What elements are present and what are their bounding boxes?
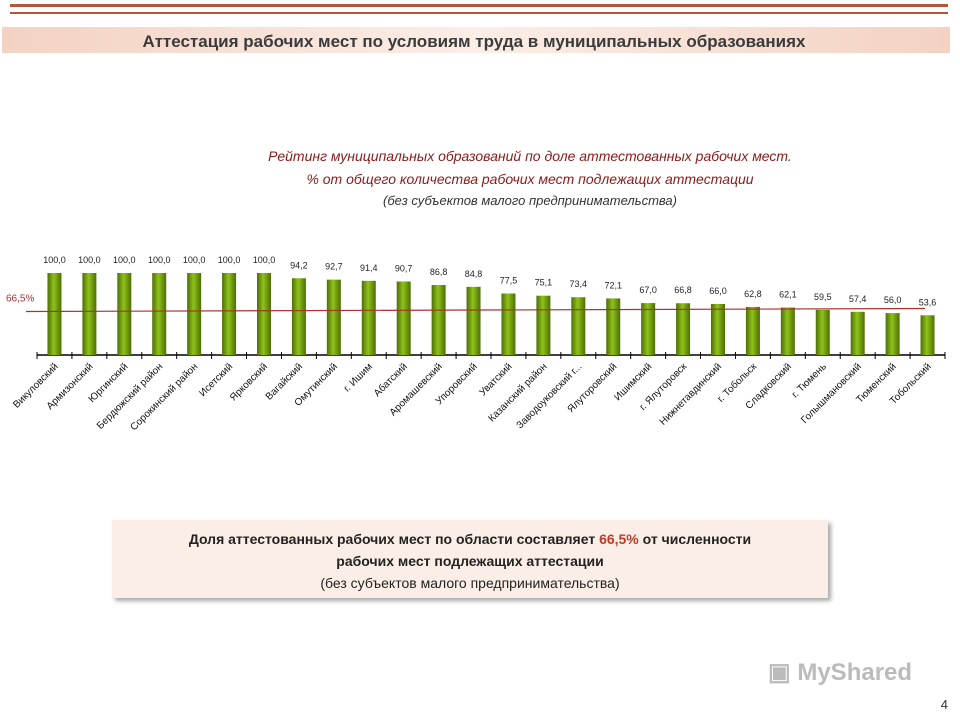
data-label: 75,1 — [535, 278, 553, 288]
data-label: 100,0 — [148, 255, 171, 265]
top-rule-2 — [10, 12, 948, 14]
bar — [187, 273, 202, 355]
bar — [641, 303, 656, 355]
reference-line-label: 66,5% — [6, 294, 34, 305]
x-tick-label: Голышмановский — [799, 361, 864, 426]
data-label: 100,0 — [78, 255, 101, 265]
data-label: 84,8 — [465, 269, 483, 279]
note-line2: рабочих мест подлежащих аттестации — [336, 553, 604, 569]
note-value: 66,5% — [599, 531, 639, 547]
bar — [396, 281, 411, 355]
x-tick-label: Заводоуковский г... — [515, 361, 585, 431]
data-label: 100,0 — [218, 255, 241, 265]
data-label: 100,0 — [43, 255, 66, 265]
data-label: 57,4 — [849, 294, 867, 304]
note-pre: Доля аттестованных рабочих мест по облас… — [188, 531, 600, 547]
data-label: 62,1 — [779, 290, 797, 300]
bar — [815, 309, 830, 355]
x-tick-label: г. Ишим — [342, 361, 375, 394]
data-label: 62,8 — [744, 289, 762, 299]
bar — [47, 273, 62, 355]
top-rule — [10, 4, 948, 7]
summary-note: Доля аттестованных рабочих мест по облас… — [112, 520, 828, 598]
bar — [117, 273, 132, 355]
note-post: от численности — [638, 531, 752, 547]
chart-title: Рейтинг муниципальных образований по дол… — [268, 148, 792, 164]
data-label: 100,0 — [253, 255, 276, 265]
data-label: 90,7 — [395, 263, 413, 273]
bar — [745, 306, 760, 355]
bar — [850, 311, 865, 355]
bar — [152, 273, 167, 355]
note-line3: (без субъектов малого предпринимательств… — [320, 575, 620, 591]
data-label: 72,1 — [604, 280, 622, 290]
bar — [780, 307, 795, 355]
bar-chart: 100,0Викуловский100,0Армизонский100,0Юрг… — [6, 255, 946, 433]
data-label: 100,0 — [183, 255, 206, 265]
logo: ▣ MyShared — [768, 659, 913, 686]
data-label: 94,2 — [290, 260, 308, 270]
bar — [501, 293, 516, 355]
page-number: 4 — [940, 697, 948, 712]
page-title: Аттестация рабочих мест по условиям труд… — [142, 32, 806, 51]
data-label: 73,4 — [570, 279, 588, 289]
bar — [431, 285, 446, 355]
data-label: 53,6 — [919, 297, 937, 307]
x-tick-label: Нижнетавдинский — [658, 361, 724, 427]
data-label: 66,0 — [709, 286, 727, 296]
x-tick-label: Сорокинский район — [128, 361, 200, 433]
bar — [536, 295, 551, 355]
data-label: 59,5 — [814, 292, 832, 302]
bar — [222, 273, 237, 355]
data-label: 86,8 — [430, 267, 448, 277]
bar — [920, 315, 935, 355]
bar — [885, 313, 900, 355]
data-label: 67,0 — [639, 285, 657, 295]
bar — [571, 297, 586, 355]
x-tick-label: Ярковский — [228, 361, 270, 403]
bar — [82, 273, 97, 355]
data-label: 91,4 — [360, 263, 378, 273]
data-label: 56,0 — [884, 295, 902, 305]
chart-subtitle: % от общего количества рабочих мест подл… — [306, 171, 754, 187]
bar — [606, 298, 621, 355]
reference-line — [25, 307, 926, 313]
bar — [711, 303, 725, 355]
data-label: 77,5 — [500, 276, 518, 286]
bar — [257, 273, 271, 355]
chart-subtitle-2: (без субъектов малого предпринимательств… — [383, 193, 677, 208]
title-bar — [2, 27, 950, 53]
x-tick-label: Бердюжский район — [95, 361, 165, 431]
data-label: 66,8 — [674, 285, 692, 295]
bar — [361, 280, 376, 355]
data-label: 92,7 — [325, 262, 343, 272]
bar — [466, 286, 481, 355]
bar — [676, 303, 691, 355]
data-label: 100,0 — [113, 255, 136, 265]
bar — [326, 279, 341, 355]
bar — [291, 278, 306, 355]
